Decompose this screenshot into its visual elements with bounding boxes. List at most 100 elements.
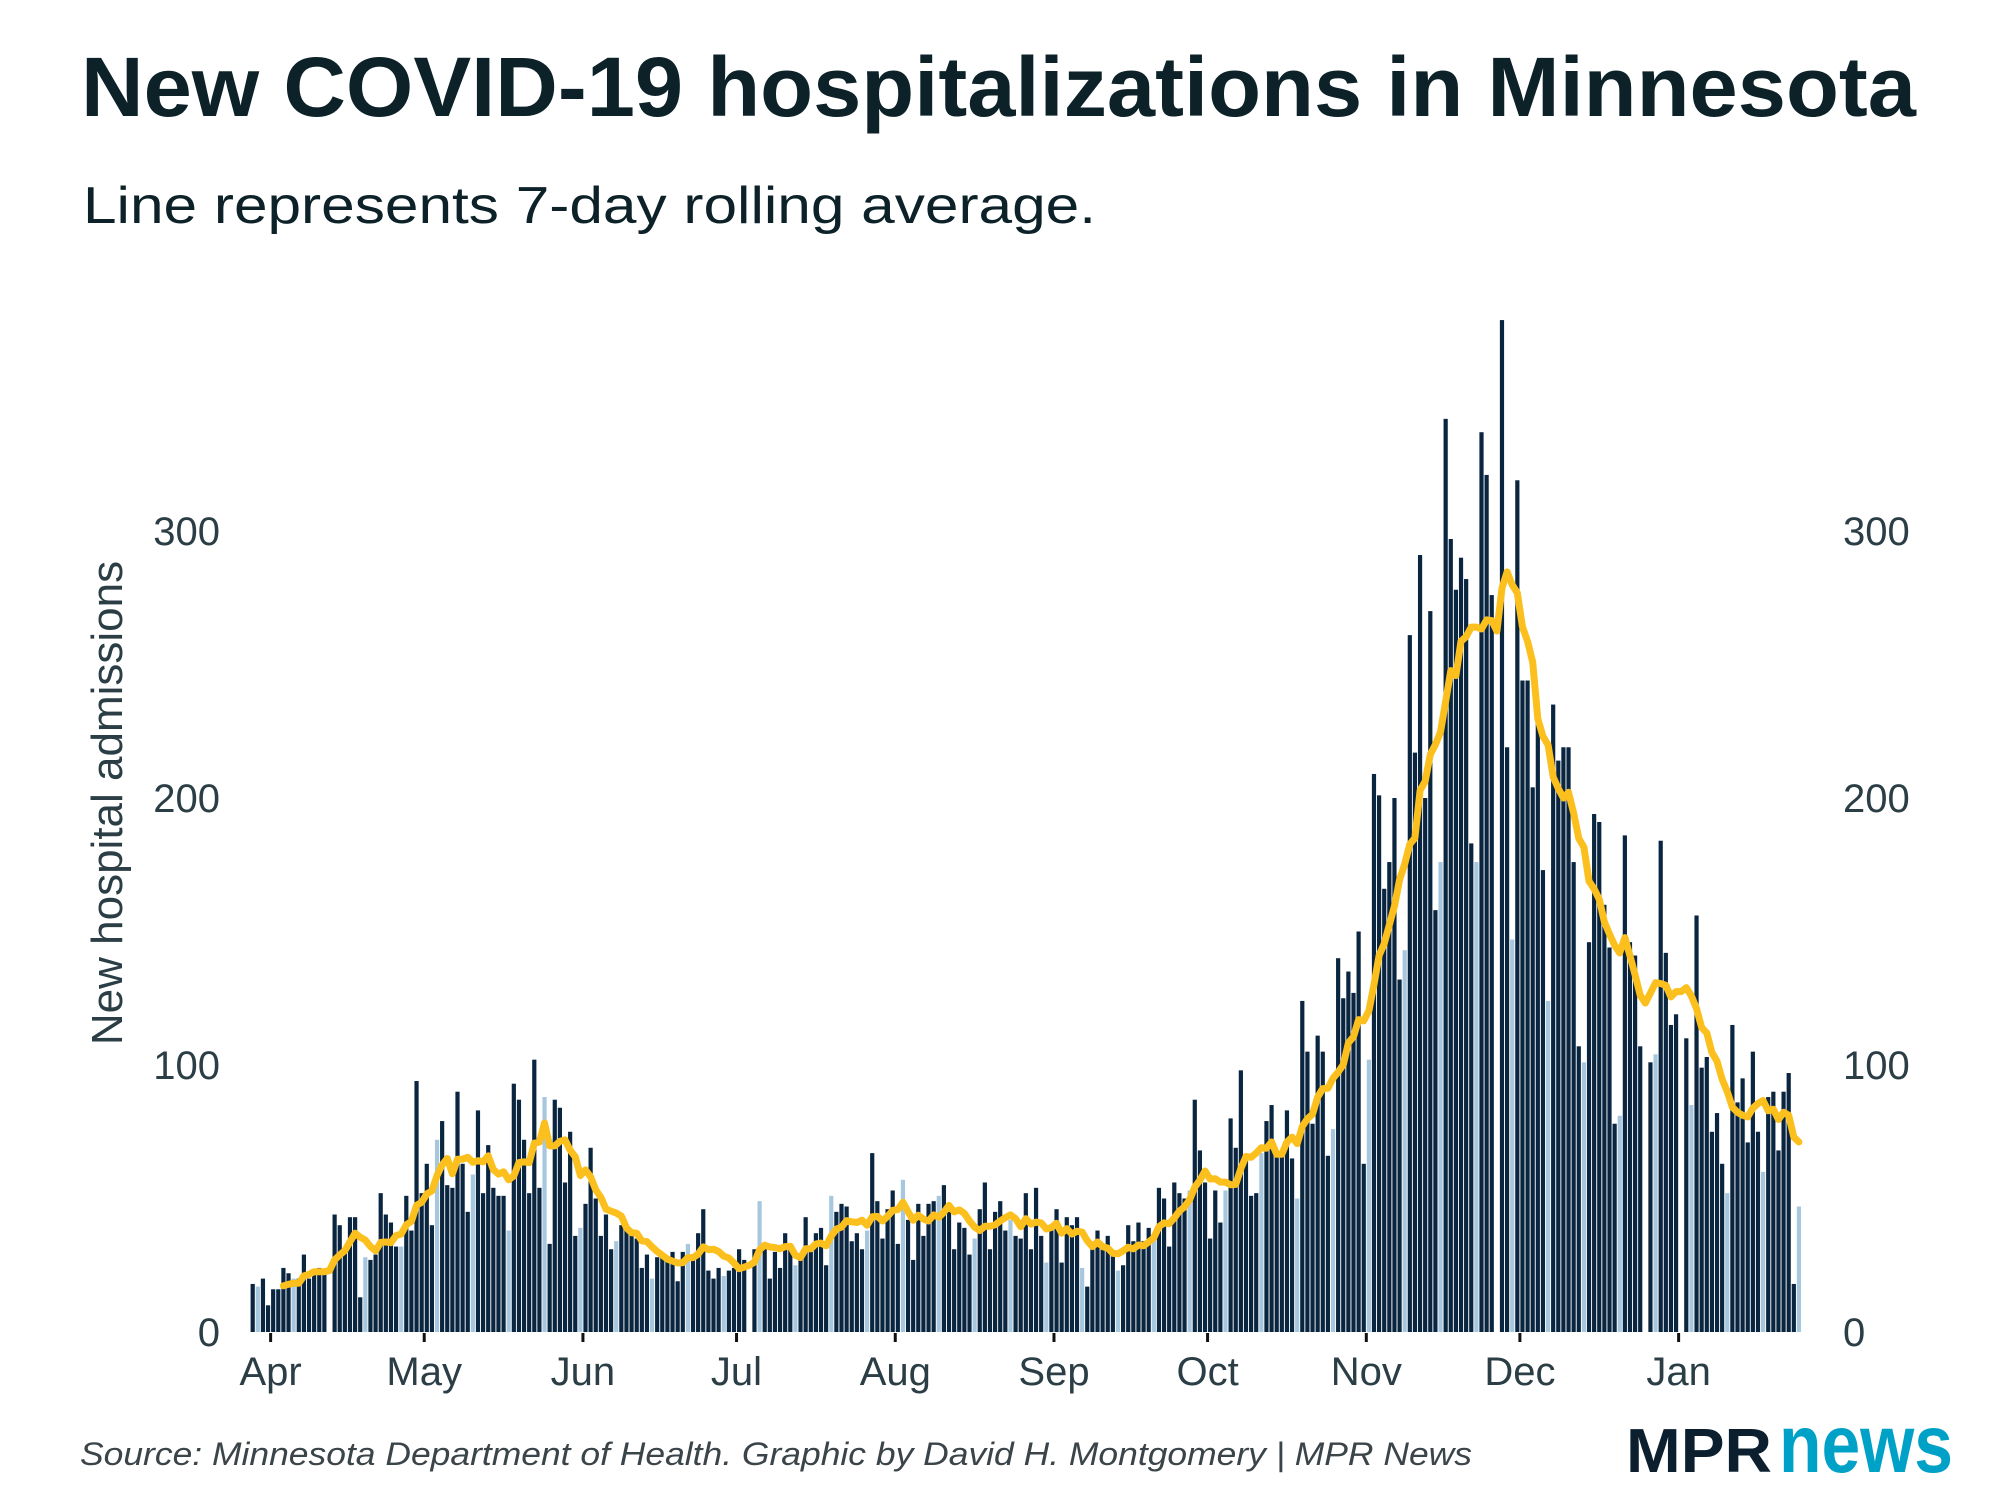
- bar: [1530, 787, 1535, 1332]
- bar: [1310, 1123, 1315, 1332]
- logo-mpr: MPR: [1626, 1417, 1772, 1486]
- bar: [1377, 795, 1382, 1332]
- rolling-average-line: [279, 568, 1803, 1290]
- bar: [460, 1163, 465, 1332]
- bar: [1289, 1158, 1295, 1332]
- bar: [762, 1243, 767, 1332]
- bar: [1003, 1230, 1008, 1332]
- bar: [865, 1230, 870, 1332]
- bar: [1592, 814, 1597, 1332]
- bar: [542, 1097, 547, 1332]
- bar: [619, 1225, 624, 1332]
- bar: [342, 1251, 347, 1332]
- bar: [655, 1257, 660, 1332]
- bar: [1049, 1225, 1054, 1332]
- bar: [276, 1289, 281, 1332]
- bar: [445, 1185, 450, 1332]
- x-tick-label: Sep: [1018, 1350, 1089, 1394]
- bar: [731, 1267, 737, 1332]
- bar: [839, 1203, 844, 1332]
- bar: [1407, 635, 1412, 1332]
- bar: [946, 1211, 952, 1332]
- x-tick-label: Jan: [1646, 1350, 1711, 1394]
- bar: [1325, 1155, 1330, 1332]
- bar: [1095, 1230, 1100, 1332]
- bar: [399, 1246, 404, 1332]
- bar: [1126, 1225, 1131, 1332]
- bar: [363, 1257, 368, 1332]
- bar: [952, 1249, 957, 1332]
- bar: [506, 1230, 511, 1332]
- bar: [1274, 1155, 1279, 1332]
- bar: [1392, 798, 1397, 1332]
- bar: [1228, 1118, 1233, 1332]
- bar: [767, 1278, 772, 1332]
- bar: [1581, 1062, 1586, 1332]
- bar: [598, 1235, 603, 1332]
- bar: [1638, 1046, 1643, 1332]
- bar: [1786, 1073, 1791, 1332]
- bar: [1673, 1014, 1679, 1332]
- bar: [1479, 432, 1484, 1333]
- bar: [1397, 979, 1402, 1332]
- bar: [1704, 1056, 1709, 1332]
- bar: [1295, 1198, 1300, 1332]
- bar: [429, 1225, 434, 1332]
- bar: [1505, 747, 1510, 1332]
- bar: [1668, 1024, 1674, 1332]
- bar: [1218, 1222, 1223, 1332]
- bar: [967, 1254, 972, 1332]
- bar: [1156, 1187, 1162, 1332]
- bar: [1146, 1227, 1151, 1332]
- bar: [859, 1249, 865, 1332]
- bar: [532, 1059, 537, 1332]
- bar: [1223, 1190, 1228, 1332]
- bar: [1781, 1091, 1786, 1332]
- bar: [450, 1187, 455, 1332]
- bar: [1551, 704, 1556, 1332]
- bar: [1525, 680, 1530, 1332]
- bar: [931, 1201, 936, 1332]
- x-tick-label: Oct: [1176, 1350, 1238, 1394]
- bar: [1464, 579, 1469, 1332]
- bar: [1105, 1235, 1110, 1332]
- bar: [1023, 1193, 1028, 1332]
- bar: [557, 1107, 562, 1332]
- bar: [880, 1238, 885, 1332]
- bar: [317, 1267, 322, 1332]
- bar: [1417, 555, 1423, 1332]
- bar: [726, 1270, 731, 1332]
- bar: [890, 1190, 895, 1332]
- bar: [1576, 1046, 1581, 1332]
- bar: [1438, 862, 1443, 1332]
- chart-subtitle: Line represents 7-day rolling average.: [83, 177, 1096, 235]
- bar: [854, 1233, 859, 1332]
- bar: [1269, 1105, 1274, 1332]
- bar-series: [250, 320, 1802, 1333]
- bar: [1136, 1222, 1141, 1332]
- bar: [609, 1249, 614, 1332]
- bar: [834, 1211, 839, 1332]
- bar: [849, 1241, 854, 1332]
- bar: [1458, 557, 1464, 1332]
- chart-title: New COVID-19 hospitalizations in Minneso…: [81, 40, 1917, 134]
- bar: [1284, 1110, 1290, 1332]
- bar: [511, 1083, 516, 1332]
- bar: [1305, 1051, 1310, 1332]
- bar: [1571, 862, 1576, 1332]
- bar: [1387, 862, 1392, 1332]
- y-tick-label-right: 100: [1843, 1044, 1910, 1088]
- bar: [537, 1187, 542, 1332]
- bar: [962, 1227, 967, 1332]
- bar: [1264, 1121, 1269, 1332]
- bar: [1766, 1097, 1771, 1332]
- bar: [926, 1203, 931, 1332]
- x-tick-label: Jun: [551, 1350, 616, 1394]
- bar: [1489, 595, 1494, 1332]
- bar: [624, 1230, 629, 1332]
- bar: [680, 1251, 685, 1332]
- bar: [1033, 1187, 1039, 1332]
- bar: [491, 1187, 496, 1332]
- bar: [1443, 418, 1448, 1332]
- bar: [777, 1267, 783, 1332]
